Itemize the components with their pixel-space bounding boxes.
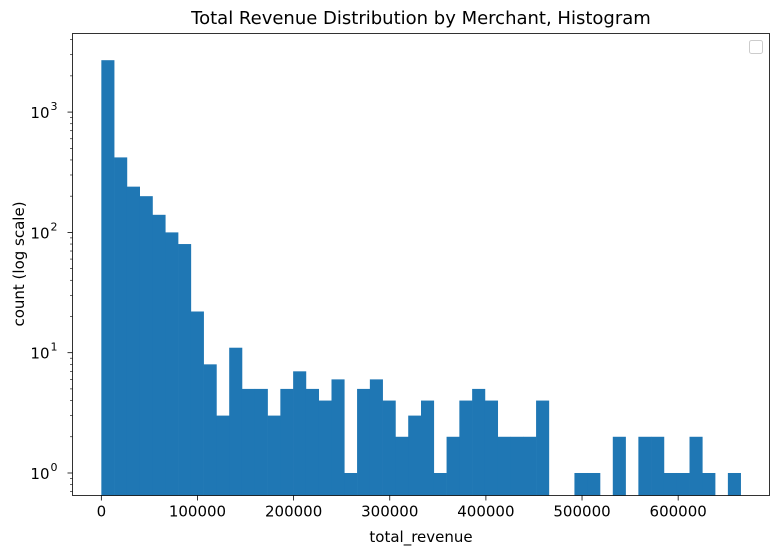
x-tick-label: 200000: [265, 503, 322, 521]
histogram-bar: [587, 472, 601, 496]
y-tick-exponent: 3: [51, 100, 58, 113]
histogram-bar: [293, 371, 307, 496]
y-tick-exponent: 0: [51, 461, 58, 474]
histogram-bar: [101, 60, 115, 496]
histogram-bars: [101, 60, 741, 496]
y-tick-exponent: 2: [51, 220, 58, 233]
y-tick-label: 10: [30, 224, 49, 242]
histogram-bar: [459, 400, 473, 496]
histogram-bar: [536, 400, 550, 496]
histogram-bar: [382, 400, 396, 496]
x-tick-label: 0: [97, 503, 107, 521]
histogram-bar: [574, 472, 588, 496]
histogram-bar: [126, 186, 141, 496]
histogram-bar: [523, 436, 537, 496]
histogram-bar: [510, 436, 524, 496]
plot-frame: [72, 33, 770, 496]
histogram-bar: [472, 388, 486, 496]
y-axis-label: count (log scale): [10, 201, 28, 326]
histogram-bar: [139, 196, 153, 496]
histogram-bar: [190, 311, 204, 496]
histogram-bar: [727, 472, 741, 496]
histogram-bar: [638, 436, 652, 496]
histogram-bar: [114, 157, 128, 496]
x-tick-label: 300000: [361, 503, 418, 521]
histogram-bar: [395, 436, 409, 496]
histogram-bar: [203, 364, 217, 496]
x-tick-label: 600000: [650, 503, 707, 521]
histogram-bar: [280, 388, 294, 496]
histogram-bar: [446, 436, 460, 496]
histogram-bar: [651, 436, 665, 496]
histogram-bar: [178, 244, 192, 496]
histogram-bar: [357, 388, 371, 496]
histogram-bar: [165, 232, 179, 496]
histogram-bar: [408, 415, 422, 496]
histogram-bar: [612, 436, 626, 496]
histogram-bar: [421, 400, 435, 496]
y-tick-exponent: 1: [51, 341, 58, 354]
legend-box: [749, 40, 763, 54]
histogram-bar: [216, 415, 230, 496]
histogram-bar: [152, 214, 166, 496]
y-tick-label: 10: [30, 104, 49, 122]
histogram-bar: [369, 379, 383, 496]
histogram-bar: [663, 472, 678, 496]
x-tick-label: 400000: [457, 503, 514, 521]
histogram-bar: [702, 472, 716, 496]
histogram-bar: [689, 436, 703, 496]
histogram-bar: [318, 400, 332, 496]
histogram-bar: [676, 472, 690, 496]
histogram-bar: [344, 472, 358, 496]
histogram-bar: [497, 436, 511, 496]
y-tick-label: 10: [30, 465, 49, 483]
x-axis-label: total_revenue: [369, 528, 472, 547]
histogram-bar: [267, 415, 281, 496]
chart-title: Total Revenue Distribution by Merchant, …: [190, 8, 651, 29]
histogram-bar: [484, 400, 499, 496]
histogram-bar: [331, 379, 345, 496]
histogram-bar: [305, 388, 320, 496]
x-tick-label: 100000: [169, 503, 226, 521]
x-tick-label: 500000: [553, 503, 610, 521]
histogram-bar: [241, 388, 256, 496]
histogram-bar: [254, 388, 268, 496]
y-tick-label: 10: [30, 345, 49, 363]
x-axis-ticks: 0 100000 200000 300000 400000 500000 600000: [97, 495, 707, 521]
histogram-bar: [229, 347, 243, 496]
histogram-bar: [433, 472, 447, 496]
